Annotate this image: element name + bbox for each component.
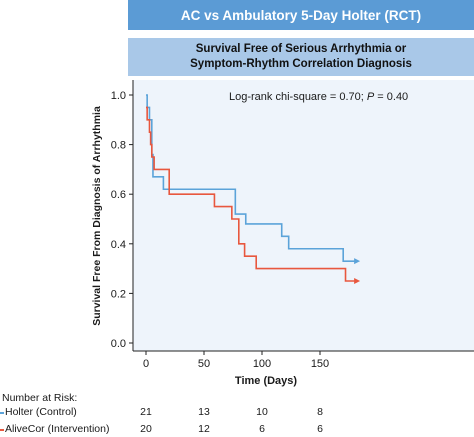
risk-row: AliveCor (Intervention) 20 12 6 6 bbox=[0, 422, 474, 436]
risk-count: 13 bbox=[198, 406, 210, 418]
risk-count: 10 bbox=[256, 406, 268, 418]
km-curve-alivecor bbox=[146, 106, 358, 282]
y-tick-label: 1.0 bbox=[111, 90, 126, 102]
logrank-annotation: Log-rank chi-square = 0.70; P = 0.40 bbox=[229, 91, 408, 103]
x-tick-label: 150 bbox=[311, 358, 329, 370]
y-tick-label: 0.4 bbox=[111, 239, 126, 251]
plot-area bbox=[133, 80, 474, 351]
chart-banner: AC vs Ambulatory 5-Day Holter (RCT) bbox=[128, 0, 474, 30]
km-chart: 0.0 0.2 0.4 0.6 0.8 1.0 0 50 100 150 Log-rank ch… bbox=[91, 80, 474, 387]
y-tick-label: 0.8 bbox=[111, 140, 126, 152]
censor-marker bbox=[354, 278, 361, 284]
risk-row-label: Holter (Control) bbox=[5, 406, 77, 418]
censor-marker bbox=[354, 258, 361, 265]
x-axis-label: Time (Days) bbox=[235, 375, 297, 387]
y-tick-label: 0.2 bbox=[111, 288, 126, 300]
x-tick-label: 50 bbox=[198, 358, 210, 370]
risk-row-swatch bbox=[0, 412, 4, 414]
subtitle-line-2: Symptom-Rhythm Correlation Diagnosis bbox=[190, 58, 412, 70]
y-ticks: 0.0 0.2 0.4 0.6 0.8 1.0 bbox=[111, 90, 133, 350]
risk-count: 20 bbox=[140, 423, 152, 435]
annotation-p-symbol: P bbox=[367, 91, 375, 103]
series-layer bbox=[146, 94, 361, 284]
km-curve-holter bbox=[146, 94, 358, 262]
x-ticks: 0 50 100 150 bbox=[143, 351, 329, 370]
risk-row: Holter (Control) 21 13 10 8 bbox=[0, 405, 474, 419]
y-tick-label: 0.0 bbox=[111, 338, 126, 350]
risk-table-title: Number at Risk: bbox=[2, 392, 78, 404]
risk-row-label: AliveCor (Intervention) bbox=[5, 423, 110, 435]
risk-count: 6 bbox=[317, 423, 323, 435]
risk-count: 8 bbox=[317, 406, 323, 418]
risk-row-swatch bbox=[0, 429, 4, 431]
banner-title: AC vs Ambulatory 5-Day Holter (RCT) bbox=[180, 7, 422, 23]
annotation-text: Log-rank chi-square = 0.70; bbox=[229, 91, 367, 103]
annotation-p-value: = 0.40 bbox=[374, 91, 408, 103]
y-axis-label: Survival Free From Diagnosis of Arrhythm… bbox=[91, 106, 103, 326]
chart-subtitle-box: Survival Free of Serious Arrhythmia or S… bbox=[128, 38, 474, 76]
risk-count: 21 bbox=[140, 406, 152, 418]
x-tick-label: 100 bbox=[253, 358, 271, 370]
risk-count: 12 bbox=[198, 423, 210, 435]
risk-count: 6 bbox=[259, 423, 265, 435]
subtitle-line-1: Survival Free of Serious Arrhythmia or bbox=[195, 43, 407, 56]
x-tick-label: 0 bbox=[143, 358, 149, 370]
y-tick-label: 0.6 bbox=[111, 189, 126, 201]
